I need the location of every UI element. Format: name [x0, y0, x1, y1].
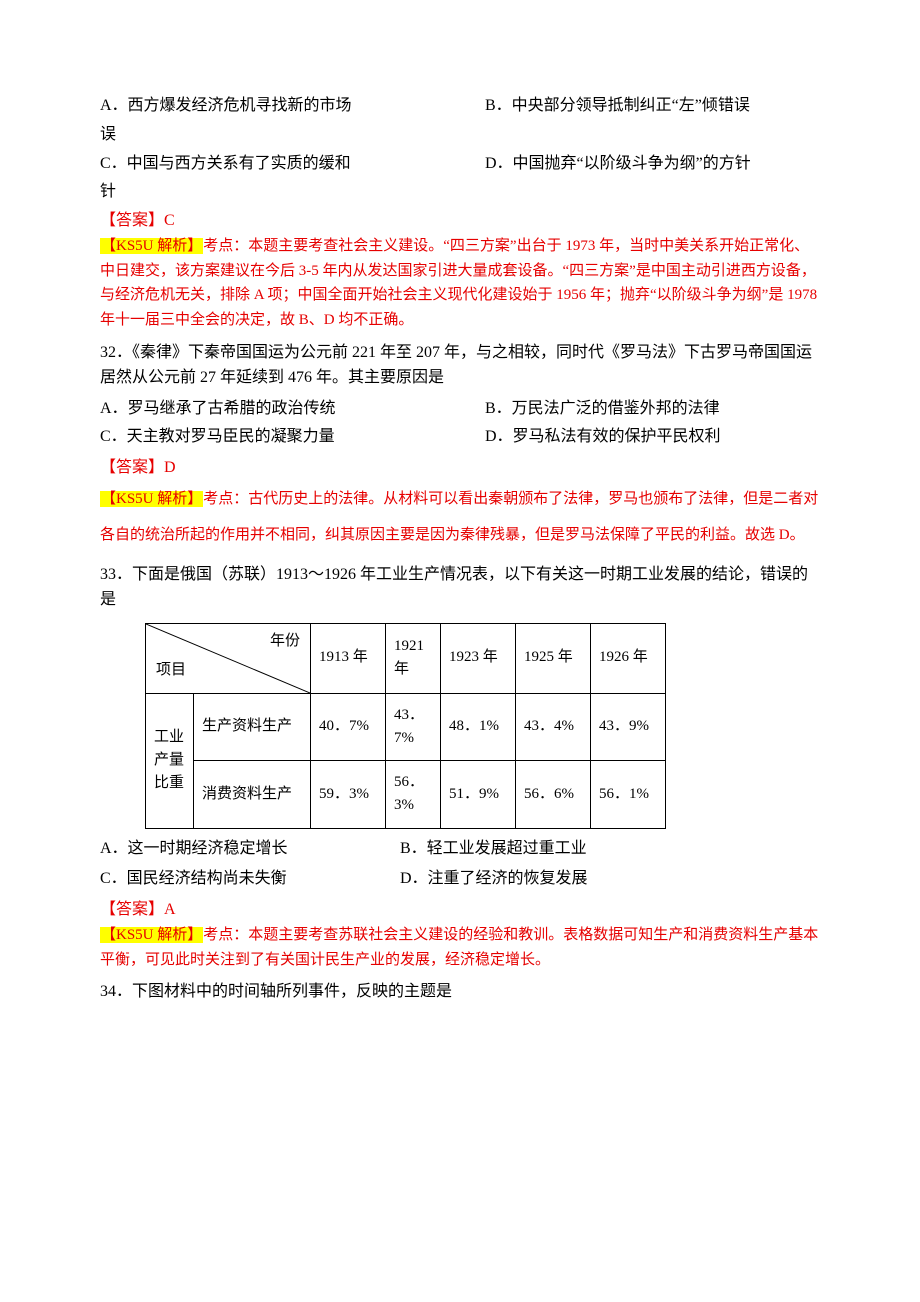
q33-explain: 【KS5U 解析】考点：本题主要考查苏联社会主义建设的经验和教训。表格数据可知生…	[100, 923, 820, 973]
explain-text: 考点：古代历史上的法律。从材料可以看出秦朝颁布了法律，罗马也颁布了法律，但是二者…	[100, 491, 818, 543]
q33-opt-b: B．轻工业发展超过重工业	[400, 837, 820, 862]
q32-explain: 【KS5U 解析】考点：古代历史上的法律。从材料可以看出秦朝颁布了法律，罗马也颁…	[100, 481, 820, 553]
q32-row-ab: A．罗马继承了古希腊的政治传统 B．万民法广泛的借鉴外邦的法律	[100, 397, 820, 422]
q31-row-ab: A．西方爆发经济危机寻找新的市场 B．中央部分领导抵制纠正“左”倾错误	[100, 94, 820, 119]
table-header-row: 年份 项目 1913 年 1921年 1923 年 1925 年 1926 年	[146, 623, 666, 693]
q32-opt-b: B．万民法广泛的借鉴外邦的法律	[485, 397, 820, 422]
cell: 51．9%	[441, 761, 516, 829]
year-4: 1926 年	[591, 623, 666, 693]
answer-label: 【答案】	[100, 212, 164, 229]
answer-value: D	[164, 459, 176, 476]
q31-row-cd: C．中国与西方关系有了实质的缓和 D．中国抛弃“以阶级斗争为纲”的方针	[100, 152, 820, 177]
cell: 43．7%	[386, 693, 441, 761]
cell: 43．4%	[516, 693, 591, 761]
q32-opt-d: D．罗马私法有效的保护平民权利	[485, 425, 820, 450]
q31-answer: 【答案】C	[100, 209, 820, 234]
q33-answer: 【答案】A	[100, 898, 820, 923]
q31-opt-a: A．西方爆发经济危机寻找新的市场	[100, 94, 435, 119]
header-top: 年份	[270, 630, 300, 653]
table-corner-cell: 年份 项目	[146, 623, 311, 693]
industry-table: 年份 项目 1913 年 1921年 1923 年 1925 年 1926 年 …	[145, 623, 666, 829]
row1-label: 生产资料生产	[194, 693, 311, 761]
answer-value: A	[164, 901, 176, 918]
explain-text: 考点：本题主要考查苏联社会主义建设的经验和教训。表格数据可知生产和消费资料生产基…	[100, 927, 818, 968]
explain-label: 【KS5U 解析】	[100, 927, 203, 943]
q33-stem: 33．下面是俄国（苏联）1913～1926 年工业生产情况表，以下有关这一时期工…	[100, 563, 820, 613]
q32-answer: 【答案】D	[100, 456, 820, 481]
q31-opt-d: D．中国抛弃“以阶级斗争为纲”的方针	[485, 152, 820, 177]
q31-opt-b: B．中央部分领导抵制纠正“左”倾错误	[485, 94, 820, 119]
answer-label: 【答案】	[100, 901, 164, 918]
q32-opt-a: A．罗马继承了古希腊的政治传统	[100, 397, 435, 422]
q33-options: A．这一时期经济稳定增长 B．轻工业发展超过重工业 C．国民经济结构尚未失衡 D…	[100, 837, 820, 893]
q33-opt-c: C．国民经济结构尚未失衡	[100, 867, 400, 892]
q34-stem: 34．下图材料中的时间轴所列事件，反映的主题是	[100, 980, 820, 1005]
q33-opt-d: D．注重了经济的恢复发展	[400, 867, 820, 892]
cell: 48．1%	[441, 693, 516, 761]
q32-stem: 32．《秦律》下秦帝国国运为公元前 221 年至 207 年，与之相较，同时代《…	[100, 341, 820, 391]
row2-label: 消费资料生产	[194, 761, 311, 829]
table-row: 消费资料生产 59．3% 56．3% 51．9% 56．6% 56．1%	[146, 761, 666, 829]
cell: 59．3%	[311, 761, 386, 829]
cell: 56．3%	[386, 761, 441, 829]
explain-label: 【KS5U 解析】	[100, 238, 203, 254]
year-1: 1921年	[386, 623, 441, 693]
explain-label: 【KS5U 解析】	[100, 491, 203, 507]
year-2: 1923 年	[441, 623, 516, 693]
cell: 40．7%	[311, 693, 386, 761]
year-3: 1925 年	[516, 623, 591, 693]
q33-opt-a: A．这一时期经济稳定增长	[100, 837, 400, 862]
table-row: 工业产量比重 生产资料生产 40．7% 43．7% 48．1% 43．4% 43…	[146, 693, 666, 761]
q32-opt-c: C．天主教对罗马臣民的凝聚力量	[100, 425, 435, 450]
header-bottom: 项目	[156, 659, 186, 682]
cell: 43．9%	[591, 693, 666, 761]
answer-value: C	[164, 212, 175, 229]
cell: 56．1%	[591, 761, 666, 829]
q31-opt-c: C．中国与西方关系有了实质的缓和	[100, 152, 435, 177]
q31-err-suffix: 误	[100, 123, 820, 148]
explain-text: 考点：本题主要考查社会主义建设。“四三方案”出台于 1973 年，当时中美关系开…	[100, 238, 817, 328]
cell: 56．6%	[516, 761, 591, 829]
answer-label: 【答案】	[100, 459, 164, 476]
q31-d-suffix: 针	[100, 180, 820, 205]
q31-explain: 【KS5U 解析】考点：本题主要考查社会主义建设。“四三方案”出台于 1973 …	[100, 234, 820, 333]
year-0: 1913 年	[311, 623, 386, 693]
q32-row-cd: C．天主教对罗马臣民的凝聚力量 D．罗马私法有效的保护平民权利	[100, 425, 820, 450]
row-group: 工业产量比重	[146, 693, 194, 828]
